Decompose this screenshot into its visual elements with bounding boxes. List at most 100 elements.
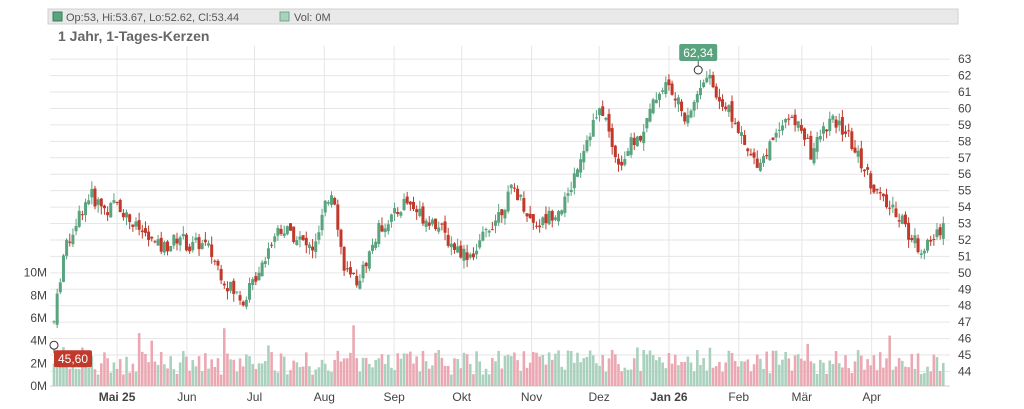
candle-body	[106, 212, 110, 216]
candle-body	[58, 282, 62, 293]
volume-bar	[790, 370, 794, 386]
candle-body	[651, 99, 655, 114]
volume-bar	[153, 361, 157, 386]
volume-bar	[241, 366, 245, 386]
candle-body	[418, 208, 422, 216]
volume-bar	[834, 351, 838, 386]
candle-body	[222, 283, 226, 286]
volume-bar	[434, 352, 437, 386]
candle-body	[377, 223, 381, 245]
volume-bar	[825, 373, 828, 386]
volume-bar	[301, 366, 305, 386]
candle-body	[553, 217, 557, 220]
volume-bar	[541, 354, 545, 386]
volume-bar	[787, 358, 791, 386]
candle-body	[509, 184, 513, 189]
volume-bar	[607, 358, 611, 386]
candle-body	[717, 96, 721, 102]
candle-body	[490, 229, 494, 231]
volume-bar	[658, 357, 661, 386]
time-tick-label: Nov	[521, 390, 542, 404]
candle-body	[610, 128, 614, 147]
candle-body	[604, 117, 608, 120]
volume-bar	[424, 361, 428, 386]
candle-body	[900, 215, 904, 224]
candle-body	[178, 237, 182, 246]
candle-body	[929, 239, 933, 242]
volume-tick-label: 4M	[30, 334, 47, 348]
volume-bar	[405, 353, 409, 386]
volume-bar	[576, 352, 579, 386]
candle-body	[803, 128, 807, 140]
volume-bar	[222, 328, 226, 386]
candle-body	[676, 97, 680, 105]
candle-body	[588, 136, 592, 141]
candle-body	[254, 276, 258, 282]
volume-bar	[847, 368, 850, 386]
volume-bar	[427, 368, 431, 386]
candle-body	[194, 237, 198, 241]
candle-body	[862, 169, 866, 172]
volume-bar	[714, 366, 718, 386]
candle-body	[503, 210, 507, 219]
candle-body	[657, 93, 661, 100]
candle-body	[859, 148, 863, 169]
candle-body	[907, 222, 911, 240]
candle-body	[935, 229, 939, 238]
price-tick-label: 50	[958, 266, 972, 280]
volume-bar	[361, 357, 365, 386]
volume-bar	[270, 352, 273, 386]
price-tick-label: 61	[958, 85, 972, 99]
volume-bar	[863, 369, 866, 386]
price-tick-label: 53	[958, 217, 972, 231]
candle-body	[408, 201, 412, 205]
candle-body	[465, 252, 469, 260]
volume-bar	[784, 351, 787, 386]
volume-bar	[566, 350, 570, 386]
candle-body	[102, 205, 106, 209]
volume-bar	[103, 352, 106, 386]
volume-bar	[727, 350, 731, 386]
volume-bar	[478, 361, 482, 386]
candle-body	[878, 192, 882, 194]
volume-bar	[368, 363, 371, 386]
volume-bar	[289, 370, 292, 386]
candle-body	[184, 234, 188, 251]
volume-bar	[204, 353, 207, 386]
volume-bar	[74, 368, 78, 386]
volume-bar	[339, 361, 343, 386]
volume-bar	[604, 371, 608, 386]
volume-bar	[175, 373, 179, 386]
candle-body	[424, 220, 428, 227]
volume-bar	[765, 351, 768, 386]
volume-bars	[52, 325, 945, 386]
candle-body	[304, 237, 308, 246]
volume-bar	[437, 350, 441, 386]
volume-bar	[696, 350, 699, 386]
candle-body	[815, 137, 819, 152]
candle-body	[831, 115, 835, 120]
candle-body	[926, 239, 930, 251]
candle-body	[131, 224, 135, 227]
volume-bar	[910, 354, 914, 386]
volume-bar	[513, 352, 516, 386]
volume-legend-text: Vol: 0M	[294, 12, 331, 24]
candle-body	[594, 117, 598, 119]
price-tick-label: 49	[958, 282, 972, 296]
volume-bar	[349, 352, 352, 386]
volume-bar	[919, 374, 923, 386]
high-badge-label: 62,34	[683, 46, 713, 60]
candle-body	[65, 239, 69, 256]
volume-bar	[875, 370, 879, 386]
candle-body	[339, 229, 343, 247]
volume-bar	[207, 368, 210, 386]
volume-bar	[743, 361, 746, 386]
candle-body	[903, 214, 907, 225]
volume-bar	[673, 354, 677, 386]
candle-body	[664, 82, 668, 94]
candle-body	[301, 235, 305, 241]
candle-body	[547, 210, 551, 225]
candle-body	[626, 151, 630, 157]
volume-bar	[282, 356, 286, 386]
volume-bar	[260, 363, 264, 386]
